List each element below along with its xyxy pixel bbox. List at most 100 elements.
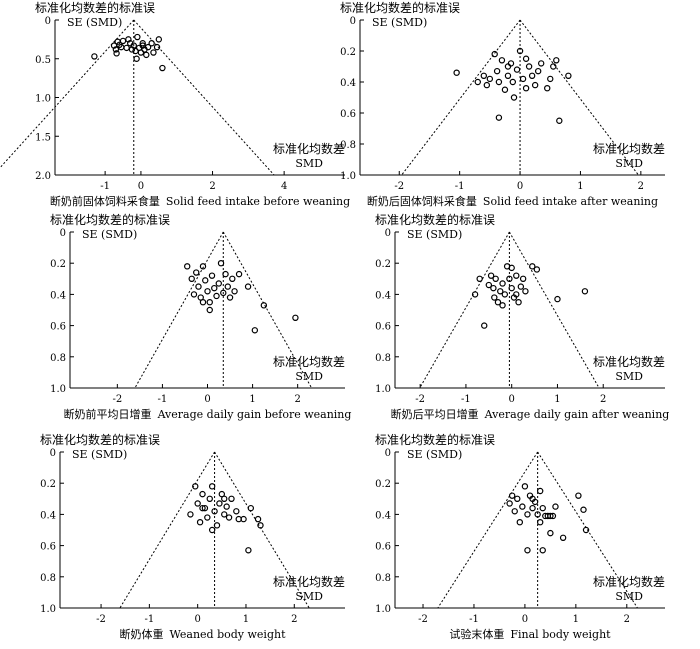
x-axis-label: SMD (615, 157, 643, 170)
study-point (547, 512, 554, 520)
y-tick-label: 0.8 (340, 140, 356, 151)
panel-caption-cn: 断奶后平均日增重 (391, 407, 479, 421)
study-point (501, 291, 509, 298)
study-point (506, 500, 513, 507)
y-tick-label: 1.0 (35, 94, 51, 105)
x-tick-label: 2 (638, 181, 644, 192)
y-tick-label: 0.4 (40, 510, 56, 521)
y-axis-label: SE (SMD) (372, 16, 427, 29)
study-point (528, 72, 536, 80)
x-axis-label-cn: 标准化均数差 (273, 574, 345, 589)
funnel-left-limit (419, 231, 510, 389)
x-axis-label: SMD (615, 370, 643, 383)
study-point (233, 508, 240, 515)
study-point (519, 75, 527, 83)
y-tick-label: 0.4 (50, 290, 66, 301)
x-tick-label: 1 (554, 394, 560, 405)
y-tick-label: 0.6 (375, 322, 391, 333)
study-point (155, 36, 163, 43)
study-point (513, 272, 520, 279)
y-tick-label: 0 (45, 16, 51, 27)
study-point (213, 292, 220, 300)
y-axis-label-cn: 标准化均数差的标准误 (35, 0, 155, 15)
study-point (194, 500, 201, 507)
study-point (547, 75, 554, 83)
study-point (529, 504, 536, 512)
x-tick-label: 1 (249, 394, 255, 405)
panel-caption-cn: 断奶后固体饲料采食量 (367, 194, 477, 208)
study-point (519, 503, 526, 510)
x-tick-label: -2 (415, 394, 425, 405)
x-tick-label: 0 (509, 394, 515, 405)
panel-caption-en: Solid feed intake before weaning (166, 195, 350, 208)
panel-caption: 断奶后平均日增重 Average daily gain after weaning (391, 407, 670, 421)
panel-caption-en: Weaned body weight (169, 628, 286, 641)
study-point (552, 503, 559, 510)
study-point (184, 263, 191, 270)
study-point (474, 78, 481, 86)
funnel-left-limit (437, 451, 539, 609)
study-point (507, 60, 515, 67)
study-point (516, 47, 524, 55)
y-tick-label: 0.4 (340, 78, 356, 89)
study-point (529, 495, 536, 502)
x-axis-label: SMD (615, 590, 643, 603)
study-point (554, 295, 561, 303)
study-point (222, 270, 229, 278)
study-point (224, 283, 231, 290)
study-point (217, 260, 225, 267)
funnel-right-limit (508, 231, 600, 389)
x-tick-label: 0 (194, 614, 200, 625)
study-point (112, 46, 120, 53)
x-tick-label: 1 (577, 181, 583, 192)
y-tick-label: 0.8 (375, 353, 391, 364)
y-tick-label: 0.6 (40, 542, 56, 553)
x-axis-label: SMD (295, 370, 323, 383)
x-tick-label: 2 (291, 614, 297, 625)
y-axis-label: SE (SMD) (407, 448, 462, 461)
panel-caption-en: Average daily gain after weaning (484, 408, 670, 421)
y-tick-label: 0.8 (40, 573, 56, 584)
panel-caption: 试验末体重 Final body weight (449, 627, 611, 641)
study-point (211, 284, 218, 292)
study-point (506, 275, 513, 282)
y-tick-label: 0 (60, 228, 66, 239)
study-point (491, 50, 498, 58)
y-tick-label: 0.2 (375, 479, 391, 490)
study-point (192, 483, 199, 490)
y-tick-label: 0.8 (50, 353, 66, 364)
panel-caption-cn: 断奶体重 (119, 627, 163, 641)
study-point (195, 283, 202, 290)
study-point (524, 511, 531, 518)
study-point (497, 288, 504, 295)
study-point (206, 299, 213, 306)
study-point (536, 487, 544, 495)
study-point (134, 33, 141, 41)
study-point (137, 49, 145, 56)
y-axis-label: SE (SMD) (72, 448, 127, 461)
y-tick-label: 0.2 (340, 47, 356, 58)
x-axis-label-cn: 标准化均数差 (273, 141, 345, 156)
y-tick-label: 0.2 (50, 259, 66, 270)
funnel-left-limit (0, 19, 135, 169)
study-point (202, 277, 209, 284)
study-point (223, 503, 230, 510)
y-tick-label: 1.0 (375, 384, 391, 395)
funnel-right-limit (537, 451, 638, 609)
study-point (130, 42, 137, 49)
study-point (485, 281, 493, 289)
study-point (547, 529, 554, 537)
x-axis-label-cn: 标准化均数差 (593, 141, 665, 156)
study-point (113, 50, 120, 57)
study-point (487, 272, 495, 279)
study-point (501, 86, 509, 93)
study-point (221, 511, 228, 518)
study-point (534, 67, 542, 75)
study-point (559, 534, 567, 542)
study-point (517, 283, 525, 290)
study-point (504, 63, 512, 70)
funnel-right-limit (519, 19, 639, 176)
y-axis-label: SE (SMD) (82, 228, 137, 241)
